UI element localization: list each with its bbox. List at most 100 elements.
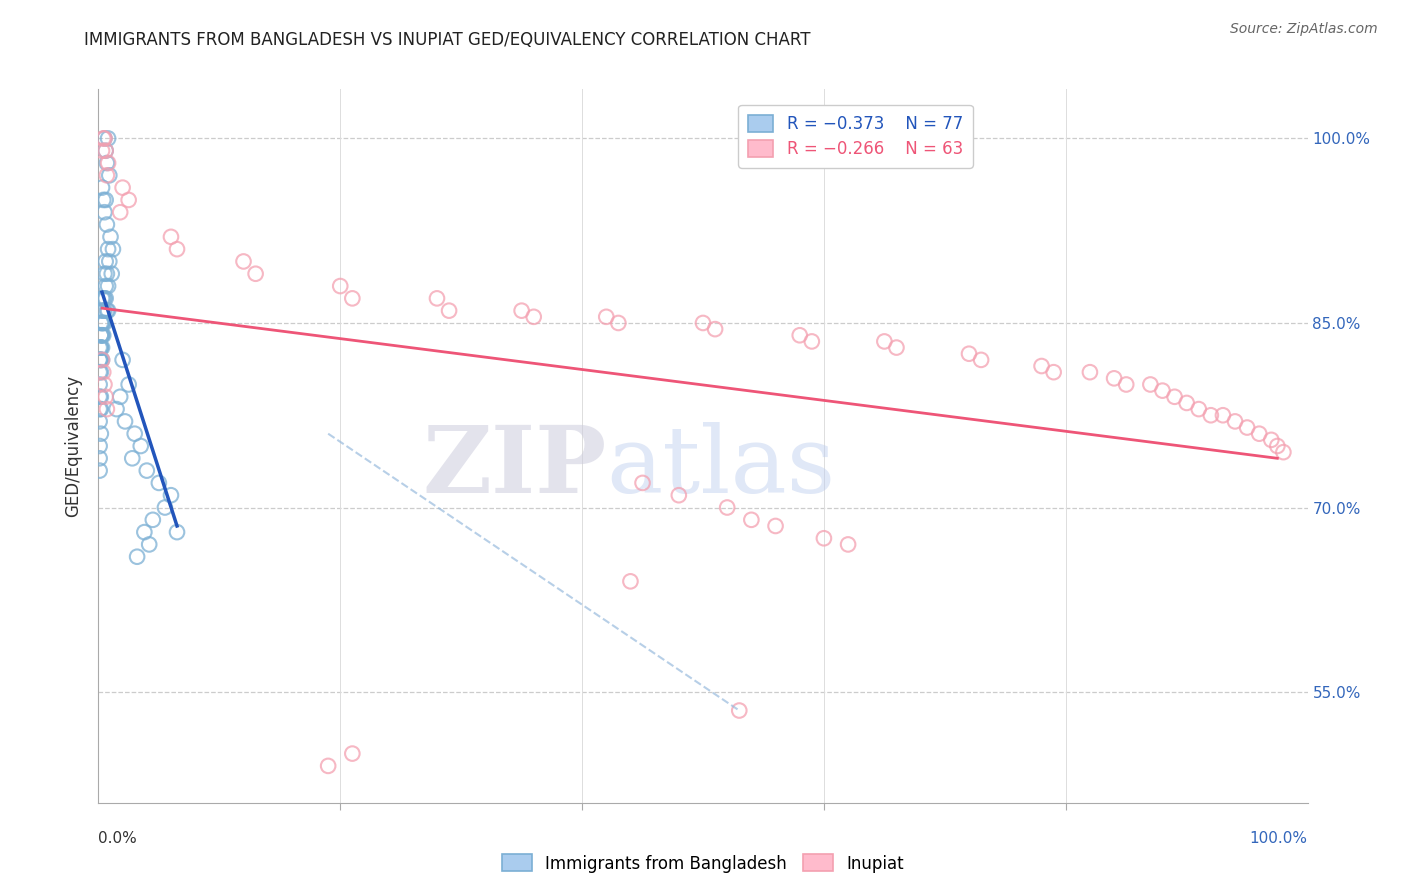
Point (342, 747, 364, 761)
Point (91, 131, 114, 145)
Point (91, 303, 114, 318)
Point (91, 341, 114, 355)
Point (90, 365, 112, 379)
Point (89, 352, 111, 367)
Point (91, 180, 114, 194)
Point (1031, 359, 1053, 373)
Point (91, 291, 114, 305)
Point (510, 303, 533, 318)
Point (135, 464, 157, 478)
Point (342, 291, 364, 305)
Point (111, 352, 134, 367)
Point (94, 144, 117, 158)
Point (837, 537, 859, 551)
Point (91, 144, 114, 158)
Point (245, 267, 267, 281)
Point (105, 402, 128, 417)
Text: Source: ZipAtlas.com: Source: ZipAtlas.com (1230, 22, 1378, 37)
Point (160, 488, 183, 502)
Text: 100.0%: 100.0% (1250, 831, 1308, 847)
Point (90, 341, 112, 355)
Text: atlas: atlas (606, 423, 835, 512)
Point (111, 180, 134, 194)
Point (160, 230, 183, 244)
Point (1188, 402, 1211, 417)
Point (1272, 445, 1295, 459)
Point (118, 377, 141, 392)
Point (100, 267, 122, 281)
Point (970, 352, 993, 367)
Point (90, 390, 112, 404)
Point (114, 414, 136, 428)
Point (523, 310, 546, 324)
Point (1236, 420, 1258, 434)
Point (96, 402, 118, 417)
Point (96, 156, 118, 170)
Point (91, 316, 114, 330)
Point (89, 341, 111, 355)
Point (90, 402, 112, 417)
Point (138, 537, 160, 551)
Point (91, 365, 114, 379)
Point (118, 193, 141, 207)
Legend: Immigrants from Bangladesh, Inupiat: Immigrants from Bangladesh, Inupiat (495, 847, 911, 880)
Point (1223, 414, 1246, 428)
Point (97, 156, 120, 170)
Point (957, 347, 980, 361)
Point (1199, 409, 1222, 423)
Point (1249, 426, 1271, 441)
Text: ZIP: ZIP (422, 423, 606, 512)
Point (90, 328, 112, 343)
Point (94, 291, 117, 305)
Point (1115, 377, 1137, 392)
Point (437, 303, 460, 318)
Point (89, 439, 111, 453)
Point (1042, 365, 1064, 379)
Point (1267, 439, 1289, 453)
Point (129, 439, 152, 453)
Point (631, 475, 654, 490)
Point (1260, 433, 1282, 447)
Point (91, 352, 114, 367)
Point (153, 500, 176, 515)
Point (101, 242, 124, 256)
Point (134, 525, 156, 540)
Point (90, 426, 112, 441)
Point (789, 328, 811, 343)
Point (91, 291, 114, 305)
Point (121, 451, 143, 466)
Point (668, 488, 690, 502)
Point (91, 193, 114, 207)
Point (93, 131, 115, 145)
Point (89, 352, 111, 367)
Point (94, 144, 117, 158)
Point (89, 451, 111, 466)
Point (90, 341, 112, 355)
Point (873, 334, 896, 349)
Point (91, 303, 114, 318)
Point (89, 414, 111, 428)
Point (1175, 396, 1198, 410)
Point (89, 377, 111, 392)
Point (619, 574, 641, 589)
Point (886, 341, 908, 355)
Point (97, 131, 120, 145)
Point (1078, 365, 1101, 379)
Point (96, 169, 118, 183)
Point (426, 291, 449, 305)
Point (166, 525, 188, 540)
Point (765, 519, 787, 533)
Text: 0.0%: 0.0% (98, 831, 138, 847)
Point (1152, 384, 1174, 398)
Point (124, 426, 146, 441)
Point (90, 352, 112, 367)
Point (813, 531, 835, 545)
Point (93, 205, 115, 219)
Point (93, 316, 115, 330)
Point (316, 759, 339, 773)
Point (166, 242, 188, 256)
Point (96, 267, 118, 281)
Point (692, 316, 714, 330)
Point (1212, 409, 1234, 423)
Point (740, 513, 762, 527)
